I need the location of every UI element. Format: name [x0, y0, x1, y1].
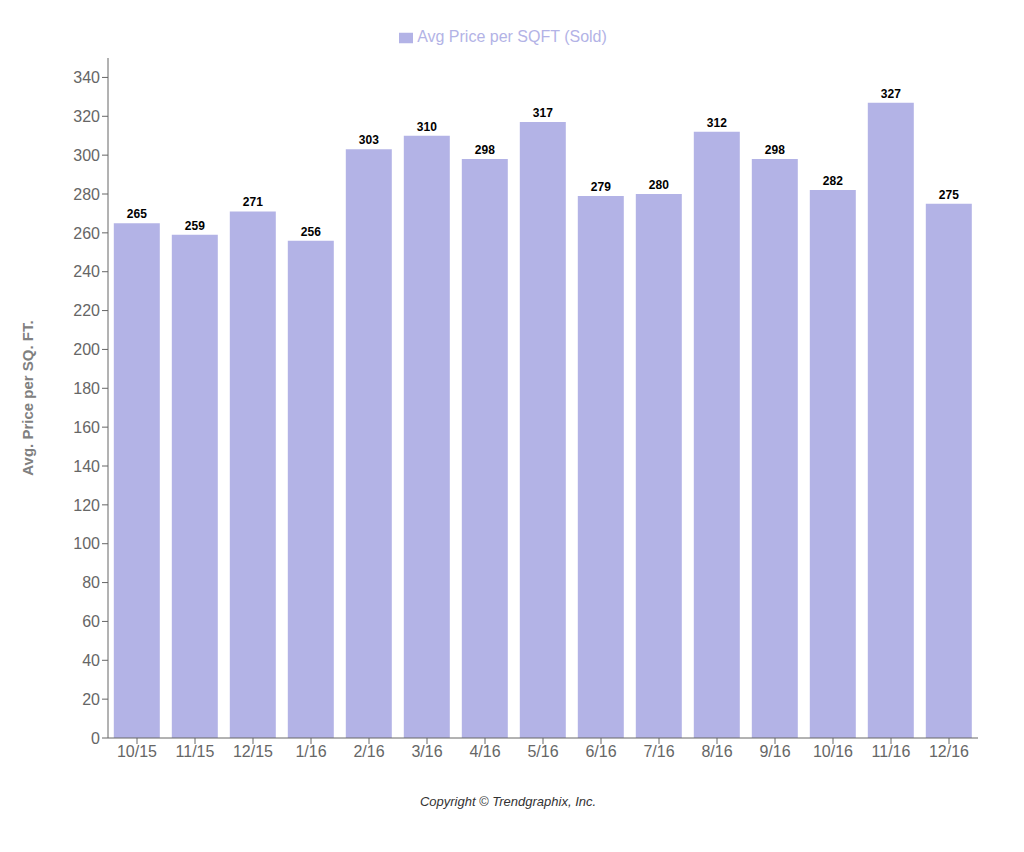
svg-text:200: 200: [73, 341, 100, 358]
svg-text:340: 340: [73, 69, 100, 86]
svg-text:5/16: 5/16: [527, 743, 558, 760]
svg-text:60: 60: [82, 613, 100, 630]
svg-text:0: 0: [91, 730, 100, 747]
svg-text:280: 280: [649, 178, 669, 192]
svg-text:4/16: 4/16: [469, 743, 500, 760]
svg-text:1/16: 1/16: [295, 743, 326, 760]
svg-text:12/16: 12/16: [929, 743, 969, 760]
svg-text:240: 240: [73, 263, 100, 280]
svg-text:6/16: 6/16: [585, 743, 616, 760]
svg-text:265: 265: [127, 207, 147, 221]
svg-text:40: 40: [82, 652, 100, 669]
svg-text:11/15: 11/15: [176, 743, 215, 760]
svg-text:8/16: 8/16: [701, 743, 732, 760]
svg-text:Avg. Price per SQ. FT.: Avg. Price per SQ. FT.: [19, 320, 36, 475]
svg-text:310: 310: [417, 120, 437, 134]
svg-text:312: 312: [707, 116, 727, 130]
svg-text:2/16: 2/16: [353, 743, 384, 760]
svg-text:7/16: 7/16: [643, 743, 674, 760]
svg-text:327: 327: [881, 87, 901, 101]
svg-text:303: 303: [359, 133, 379, 147]
svg-text:180: 180: [73, 380, 100, 397]
svg-text:259: 259: [185, 219, 205, 233]
svg-text:300: 300: [73, 147, 100, 164]
svg-text:140: 140: [73, 458, 100, 475]
svg-text:298: 298: [475, 143, 495, 157]
svg-text:160: 160: [73, 419, 100, 436]
html-text:Avg Price per SQFT (Sold): Avg Price per SQFT (Sold): [417, 28, 607, 45]
svg-text:120: 120: [73, 497, 100, 514]
svg-text:10/16: 10/16: [813, 743, 853, 760]
svg-text:11/16: 11/16: [872, 743, 911, 760]
svg-text:271: 271: [243, 195, 263, 209]
svg-text:80: 80: [82, 574, 100, 591]
svg-text:279: 279: [591, 180, 611, 194]
svg-text:298: 298: [765, 143, 785, 157]
svg-text:320: 320: [73, 108, 100, 125]
svg-text:280: 280: [73, 186, 100, 203]
svg-text:100: 100: [73, 535, 100, 552]
svg-text:20: 20: [82, 691, 100, 708]
svg-text:260: 260: [73, 225, 100, 242]
svg-text:220: 220: [73, 302, 100, 319]
svg-text:10/15: 10/15: [117, 743, 157, 760]
svg-text:317: 317: [533, 106, 553, 120]
svg-text:3/16: 3/16: [411, 743, 442, 760]
svg-text:256: 256: [301, 225, 321, 239]
html-text:Copyright © Trendgraphix, Inc.: Copyright © Trendgraphix, Inc.: [419, 794, 597, 809]
svg-text:12/15: 12/15: [233, 743, 273, 760]
svg-text:275: 275: [939, 188, 959, 202]
svg-text:282: 282: [823, 174, 843, 188]
svg-text:9/16: 9/16: [759, 743, 790, 760]
